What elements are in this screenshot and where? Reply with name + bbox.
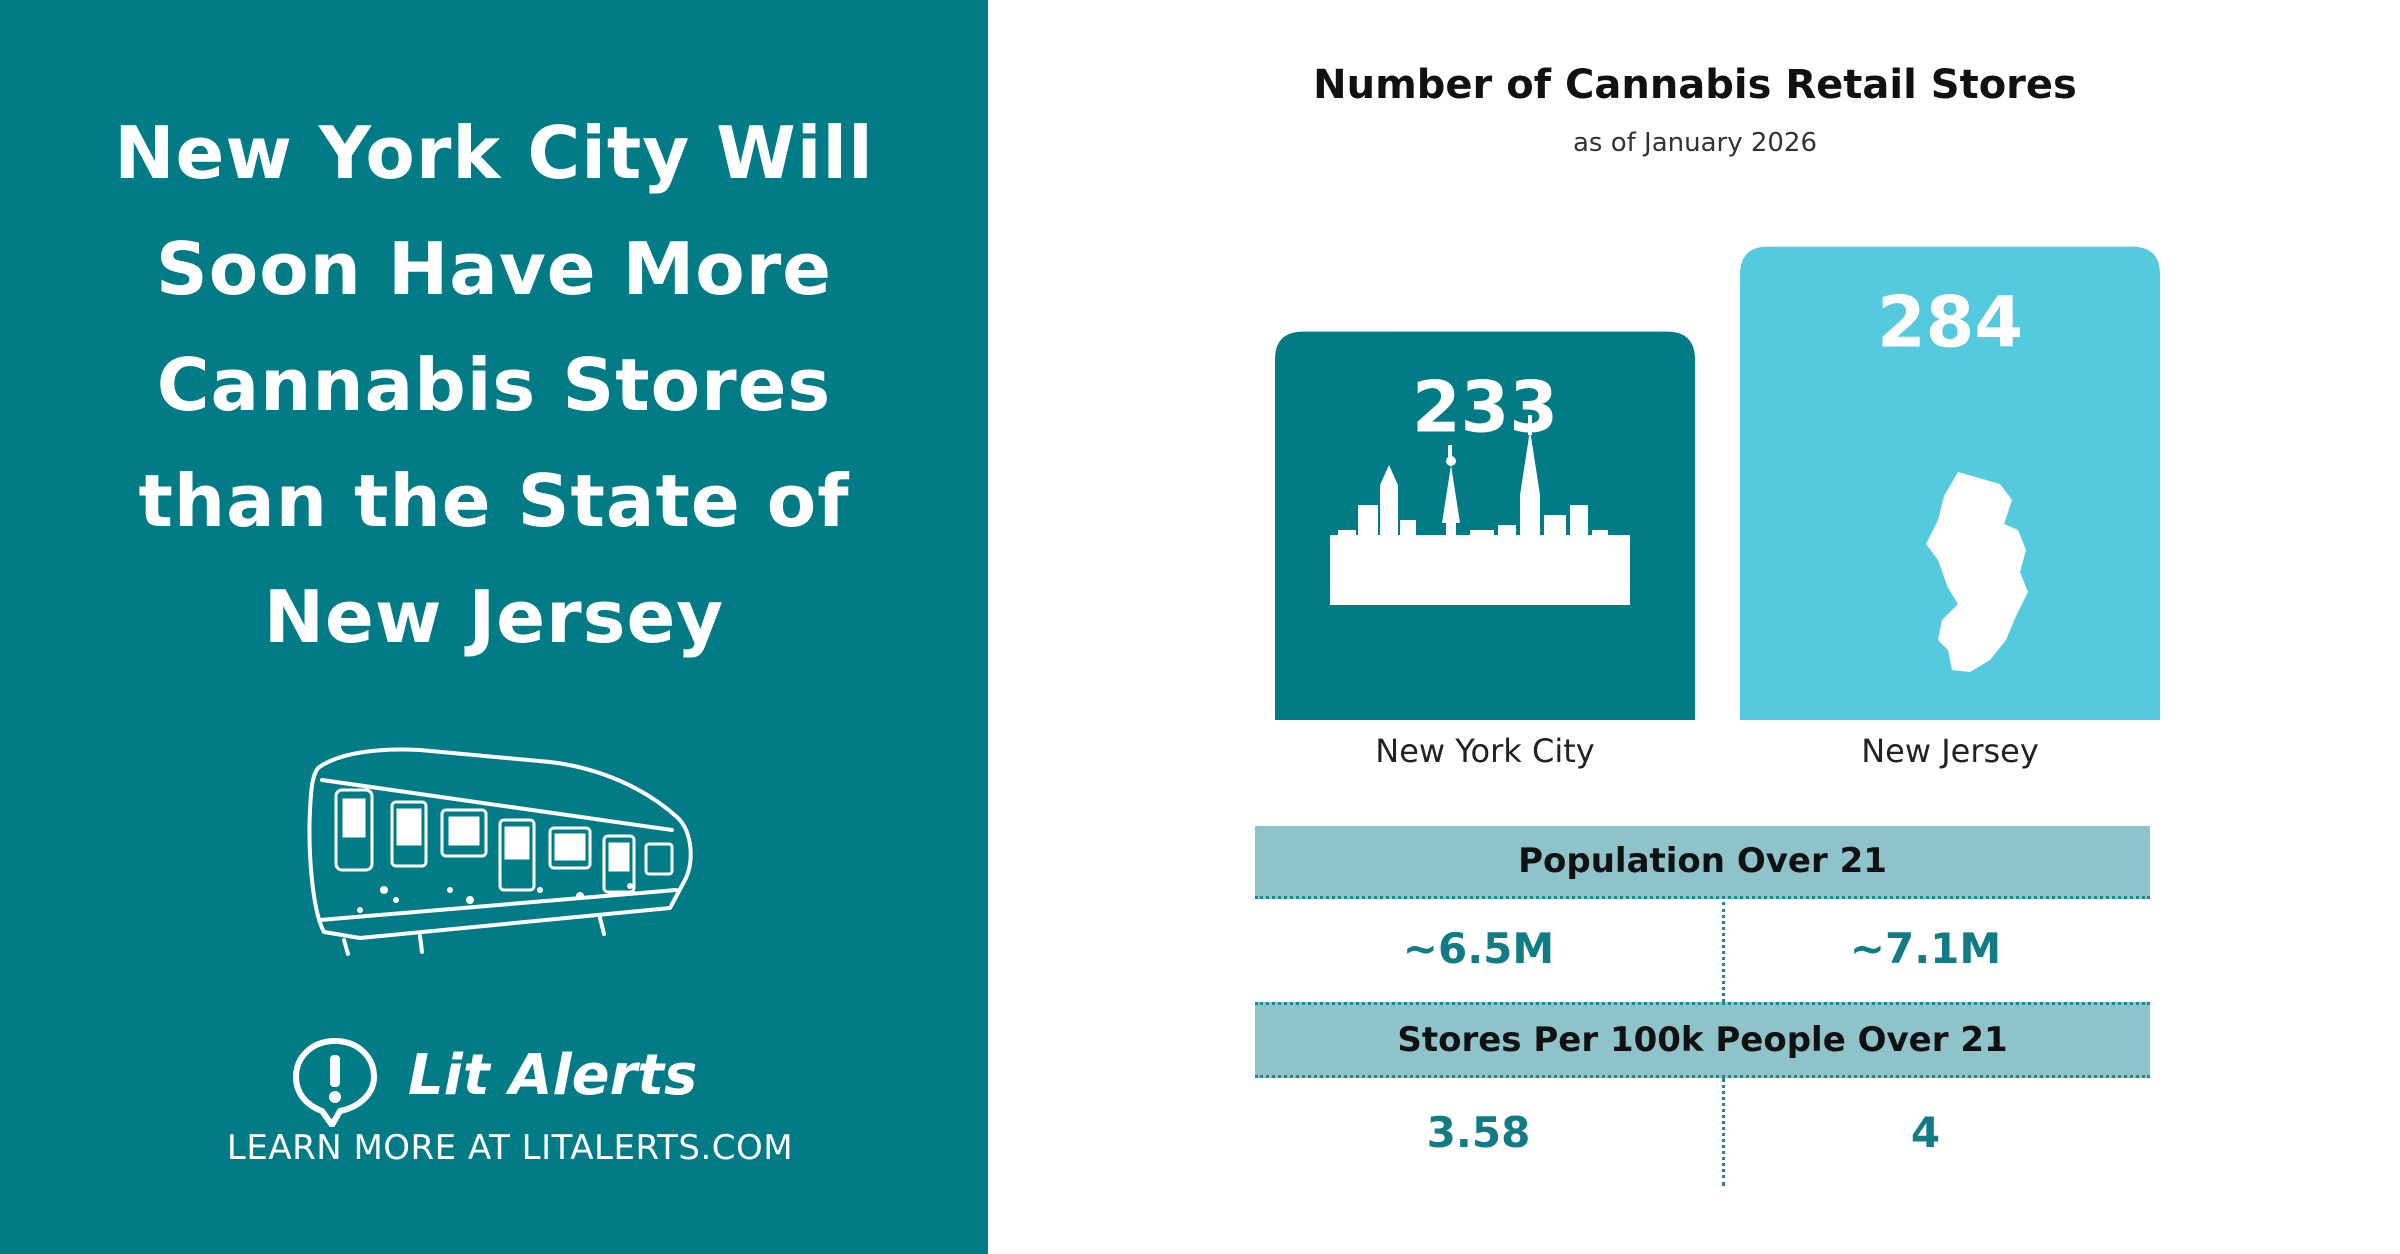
headline-line: Cannabis Stores [156,343,832,427]
chart-subtitle: as of January 2026 [1572,128,1818,158]
column-divider [1722,902,1725,1002]
headline-line: New Jersey [263,575,725,659]
rate-header: Stores Per 100k People Over 21 [1255,1002,2150,1078]
brand-logo[interactable]: Lit Alerts [290,1035,710,1127]
headline-line: Soon Have More [155,227,833,311]
population-header: Population Over 21 [1255,826,2150,899]
bar-value-label: 284 [1877,282,2023,364]
bar-nyc [1275,331,1695,720]
population-nj-value: ~7.1M [1849,924,2002,973]
category-label: New Jersey [1861,732,2039,770]
chart-title: Number of Cannabis Retail Stores [1313,62,2077,108]
bar-nj [1740,246,2160,720]
category-label: New York City [1375,732,1594,770]
rate-nyc-value: 3.58 [1426,1108,1531,1157]
headline-line: New York City Will [114,111,874,195]
population-nyc-value: ~6.5M [1402,924,1555,973]
new-jersey-map-icon [1926,472,2028,672]
left-panel: New York City Will Soon Have More Cannab… [0,0,988,1254]
column-divider [1722,1078,1725,1186]
bar-value-label: 233 [1412,367,1558,449]
headline: New York City Will Soon Have More Cannab… [40,95,948,675]
headline-line: than the State of [138,459,850,543]
brand-name: Lit Alerts [408,1043,698,1108]
stats-table: Population Over 21 ~6.5M ~7.1M Stores Pe… [1255,826,2150,1186]
learn-more-link[interactable]: LEARN MORE AT LITALERTS.COM [226,1128,794,1168]
rate-nj-value: 4 [1910,1108,1941,1157]
subway-car-illustration [307,747,693,956]
bar-chart: 233 New York City 284 New Jersey [1275,246,2160,770]
speech-bubble-exclamation-icon [293,1038,377,1127]
nyc-skyline-icon [1330,415,1630,605]
